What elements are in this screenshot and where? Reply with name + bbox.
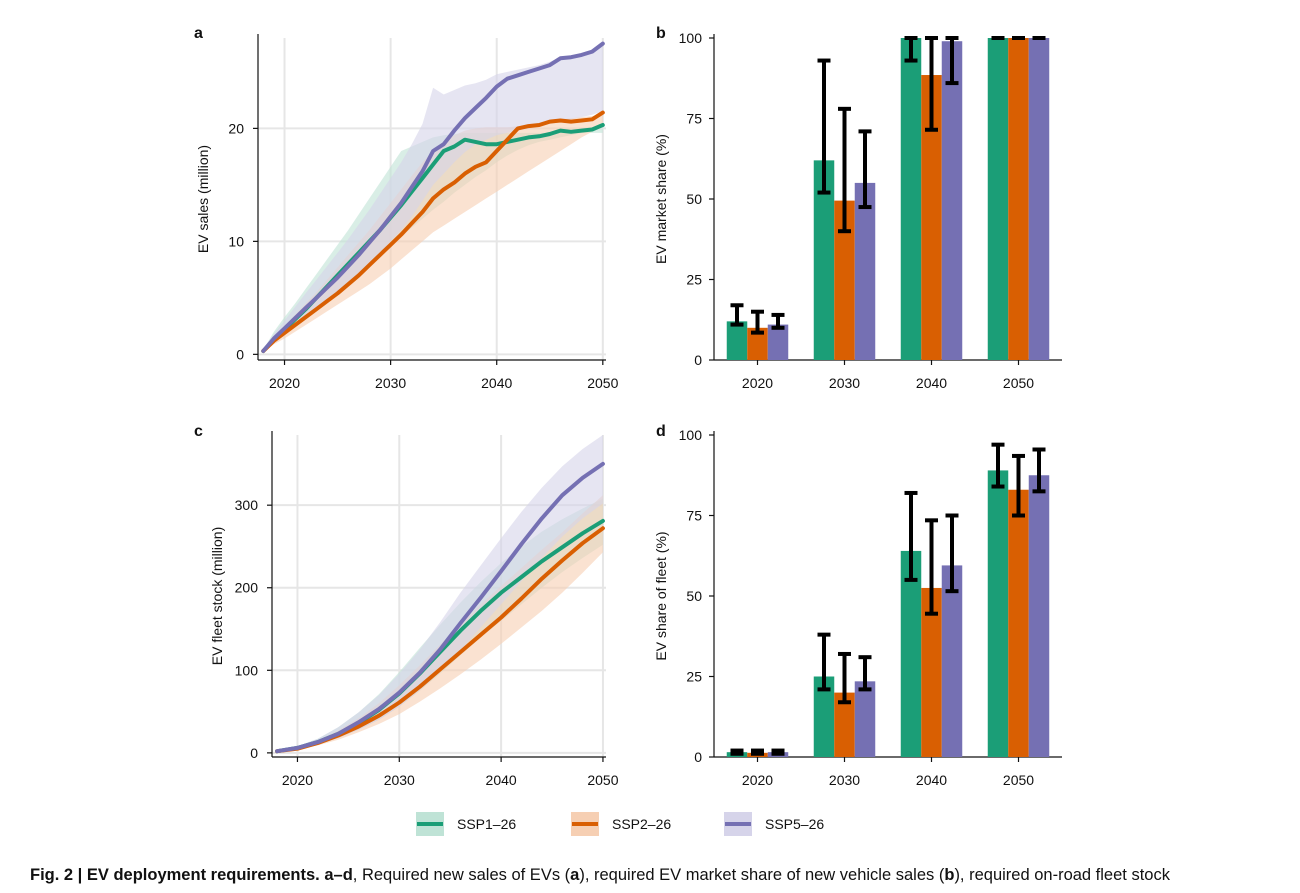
y-axis-label: EV share of fleet (%) (653, 531, 669, 660)
series-line-SSP5–26 (261, 41, 605, 353)
y-tick-label: 100 (679, 427, 703, 443)
y-tick-label: 50 (686, 588, 702, 604)
x-tick-label: 2030 (384, 772, 415, 788)
y-tick-label: 0 (694, 352, 702, 368)
y-tick-label: 0 (250, 745, 258, 761)
y-tick-label: 0 (236, 346, 244, 362)
y-tick-label: 20 (228, 120, 244, 136)
x-tick-label: 2040 (916, 375, 947, 391)
legend-label: SSP2–26 (612, 816, 671, 832)
legend-label: SSP1–26 (457, 816, 516, 832)
y-tick-label: 25 (686, 272, 702, 288)
caption-ref-b: b (944, 866, 955, 884)
y-axis-label: EV fleet stock (million) (209, 527, 225, 665)
bar-SSP5–26-2050 (1028, 475, 1050, 757)
x-tick-label: 2040 (486, 772, 517, 788)
caption-panels-ref: a–d (324, 866, 353, 884)
caption-text-3: ), required on-road fleet stock (954, 866, 1170, 884)
x-tick-label: 2050 (1003, 772, 1034, 788)
bar-SSP2–26-2030 (834, 200, 855, 360)
bar-SSP2–26-2040 (921, 75, 942, 360)
bar-SSP1–26-2050 (987, 470, 1009, 757)
bar-SSP5–26-2050 (1028, 38, 1050, 360)
figure-caption: Fig. 2 | EV deployment requirements. a–d… (30, 866, 1290, 885)
bar-SSP1–26-2040 (900, 550, 922, 757)
x-tick-label: 2020 (742, 375, 773, 391)
x-tick-label: 2020 (742, 772, 773, 788)
y-tick-label: 10 (228, 233, 244, 249)
caption-fig-label: Fig. 2 | EV deployment requirements. (30, 866, 320, 884)
x-tick-label: 2040 (481, 375, 512, 391)
y-tick-label: 25 (686, 669, 702, 685)
bar-SSP5–26-2020 (767, 324, 789, 360)
x-tick-label: 2030 (829, 772, 860, 788)
bar-SSP1–26-2020 (726, 321, 748, 360)
bar-SSP5–26-2040 (941, 565, 963, 757)
bar-SSP5–26-2030 (854, 681, 876, 757)
bar-SSP2–26-2030 (834, 692, 855, 757)
band-SSP2–26 (263, 114, 603, 353)
y-axis-label: EV market share (%) (653, 134, 669, 264)
y-tick-label: 100 (235, 662, 259, 678)
band-SSP5–26 (277, 435, 603, 752)
caption-text-1: , Required new sales of EVs ( (352, 866, 571, 884)
x-tick-label: 2050 (1003, 375, 1034, 391)
band-SSP5–26 (263, 43, 603, 353)
panel-c: c 2020 2030 2040 2050 0 100 200 300 EV fleet stoc… (194, 423, 619, 788)
legend-label: SSP5–26 (765, 816, 824, 832)
panel-letter: a (194, 25, 203, 42)
panel-a: a 2020 2030 2040 2050 0 10 20 EV sales (million) (194, 25, 619, 391)
bar-SSP5–26-2040 (941, 41, 963, 360)
bar-SSP2–26-2040 (921, 587, 942, 757)
caption-text-2: ), required EV market share of new vehic… (579, 866, 945, 884)
x-tick-label: 2020 (269, 375, 300, 391)
series-line-SSP5–26 (275, 461, 605, 754)
bar-SSP1–26-2050 (987, 38, 1009, 360)
legend: SSP1–26 SSP2–26 SSP5–26 (416, 812, 824, 836)
x-tick-label: 2030 (829, 375, 860, 391)
bar-SSP5–26-2030 (854, 182, 876, 360)
bar-SSP1–26-2030 (813, 676, 835, 757)
x-tick-label: 2050 (587, 772, 618, 788)
bar-SSP2–26-2020 (747, 327, 768, 360)
panel-letter: b (656, 25, 666, 42)
series-line-SSP2–26 (261, 110, 605, 353)
y-tick-label: 50 (686, 191, 702, 207)
bar-SSP1–26-2040 (900, 38, 922, 360)
y-tick-label: 75 (686, 111, 702, 127)
x-tick-label: 2040 (916, 772, 947, 788)
panel-d: d 0 25 50 75 100 2020 2030 2040 2050 EV share of f… (653, 423, 1062, 788)
y-axis-label: EV sales (million) (195, 145, 211, 253)
y-tick-label: 0 (694, 749, 702, 765)
y-tick-label: 300 (235, 497, 259, 513)
caption-ref-a: a (570, 866, 580, 884)
y-tick-label: 100 (679, 30, 703, 46)
bar-SSP1–26-2030 (813, 160, 835, 360)
x-tick-label: 2050 (587, 375, 618, 391)
panel-letter: d (656, 423, 666, 440)
bar-SSP2–26-2050 (1008, 489, 1029, 757)
panel-b: b 0 25 50 75 100 2020 2030 2040 2050 EV market sha… (653, 25, 1062, 391)
x-tick-label: 2030 (375, 375, 406, 391)
bar-SSP2–26-2050 (1008, 38, 1029, 360)
y-tick-label: 200 (235, 580, 259, 596)
panel-letter: c (194, 423, 203, 440)
y-tick-label: 75 (686, 508, 702, 524)
x-tick-label: 2020 (282, 772, 313, 788)
